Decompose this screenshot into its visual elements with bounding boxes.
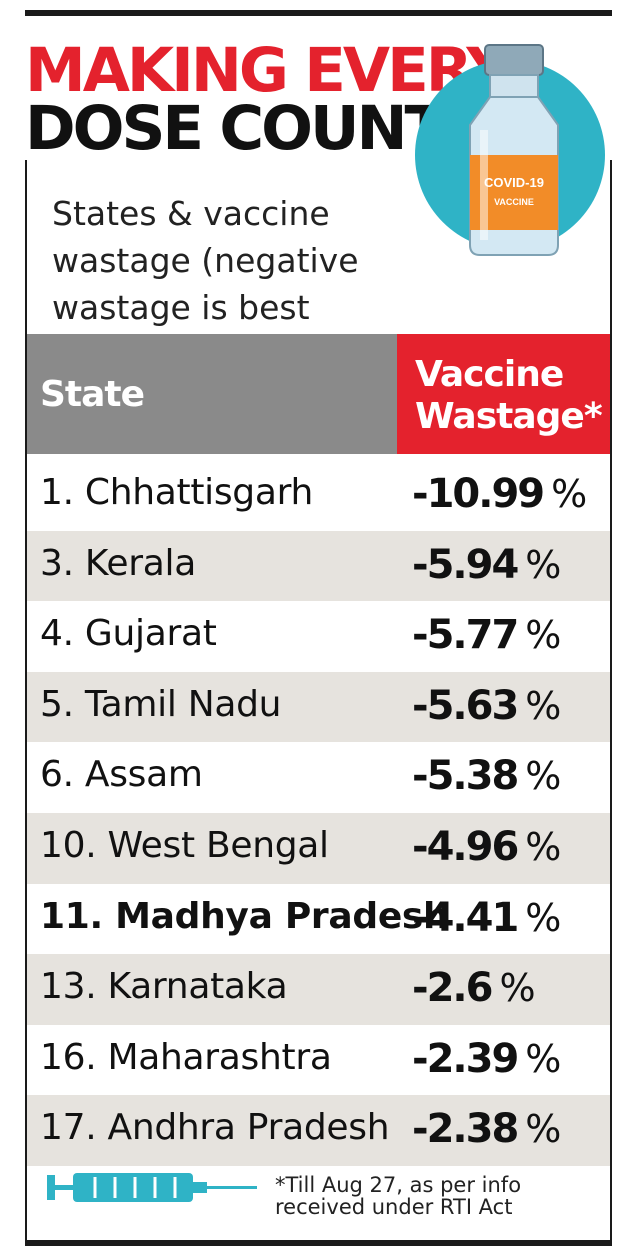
subtitle-line-2: wastage (negative xyxy=(52,241,359,280)
wastage-number: -5.63 xyxy=(412,682,519,729)
wastage-number: -2.39 xyxy=(412,1035,519,1082)
wastage-value: -10.99% xyxy=(412,471,587,517)
right-border xyxy=(610,160,612,1240)
top-rule xyxy=(25,10,612,16)
table-row: 10. West Bengal -4.96% xyxy=(27,812,610,884)
wastage-number: -2.6 xyxy=(412,965,493,1012)
wastage-value: -5.94% xyxy=(412,542,561,588)
state-name: 13. Karnataka xyxy=(40,966,288,1008)
title-line-2: DOSE COUNT xyxy=(25,93,446,164)
left-border xyxy=(25,160,27,1240)
state-name: 1. Chhattisgarh xyxy=(40,472,314,513)
wastage-value: -4.41% xyxy=(412,895,561,941)
state-name: 10. West Bengal xyxy=(40,824,329,866)
state-name: 3. Kerala xyxy=(40,542,196,584)
header-wastage-cell: Vaccine Wastage* xyxy=(397,334,610,454)
vial-label-text-1: COVID-19 xyxy=(484,175,544,190)
table-row: 6. Assam -5.38% xyxy=(27,742,610,813)
wastage-value: -5.77% xyxy=(412,612,561,658)
table-row: 3. Kerala -5.94% xyxy=(27,530,610,602)
wastage-number: -4.96 xyxy=(412,823,519,870)
wastage-number: -5.38 xyxy=(412,753,519,800)
wastage-value: -2.39% xyxy=(412,1036,561,1082)
title-line-1: MAKING EVERY xyxy=(25,35,511,106)
table-header: State Vaccine Wastage* xyxy=(27,334,610,454)
percent-sign: % xyxy=(525,1107,562,1152)
syringe-icon xyxy=(47,1173,257,1202)
wastage-number: -4.41 xyxy=(412,894,519,941)
vial-label-text-2: VACCINE xyxy=(494,197,534,207)
wastage-value: -5.63% xyxy=(412,683,561,729)
table-row: 16. Maharashtra -2.39% xyxy=(27,1025,610,1096)
header-state-cell: State xyxy=(27,334,397,454)
percent-sign: % xyxy=(551,472,588,516)
infographic: MAKING EVERY DOSE COUNT States & vaccine… xyxy=(25,10,612,1246)
percent-sign: % xyxy=(525,895,562,940)
wastage-number: -5.77 xyxy=(412,612,519,659)
table-row: 11. Madhya Pradesh -4.41% xyxy=(27,884,610,955)
percent-sign: % xyxy=(525,754,562,799)
bottom-rule xyxy=(25,1240,612,1246)
syringe-tip xyxy=(193,1182,207,1193)
percent-sign: % xyxy=(525,683,562,728)
state-name: 11. Madhya Pradesh xyxy=(40,895,449,937)
wastage-value: -4.96% xyxy=(412,824,561,870)
table-row: 5. Tamil Nadu -5.63% xyxy=(27,671,610,743)
state-name: 16. Maharashtra xyxy=(40,1036,332,1078)
vaccine-vial-icon: COVID-19 VACCINE xyxy=(415,44,605,256)
footnote-line-1: *Till Aug 27, as per info xyxy=(275,1173,522,1197)
wastage-number: -10.99 xyxy=(412,471,545,517)
percent-sign: % xyxy=(499,966,536,1011)
table-row: 1. Chhattisgarh -10.99% xyxy=(27,460,610,531)
subtitle-line-1: States & vaccine xyxy=(52,194,330,233)
percent-sign: % xyxy=(525,613,562,658)
state-name: 4. Gujarat xyxy=(40,613,217,655)
table-body: 1. Chhattisgarh -10.99% 3. Kerala -5.94% 4. … xyxy=(27,460,610,1166)
percent-sign: % xyxy=(525,542,562,587)
header-wastage-label-line-1: Vaccine xyxy=(415,354,564,395)
wastage-number: -5.94 xyxy=(412,541,519,588)
percent-sign: % xyxy=(525,824,562,869)
wastage-value: -2.38% xyxy=(412,1106,561,1152)
state-name: 17. Andhra Pradesh xyxy=(40,1107,390,1149)
footnote-line-2: received under RTI Act xyxy=(275,1195,513,1219)
header-state-label: State xyxy=(40,374,145,415)
header-wastage-label-line-2: Wastage* xyxy=(415,396,603,437)
state-name: 6. Assam xyxy=(40,754,203,796)
wastage-value: -5.38% xyxy=(412,753,561,799)
percent-sign: % xyxy=(525,1036,562,1081)
table-row: 13. Karnataka -2.6% xyxy=(27,954,610,1025)
syringe-barrel xyxy=(73,1173,193,1202)
syringe-plunger xyxy=(47,1175,55,1200)
wastage-value: -2.6% xyxy=(412,965,536,1011)
wastage-number: -2.38 xyxy=(412,1106,519,1153)
table-row: 17. Andhra Pradesh -2.38% xyxy=(27,1095,610,1166)
vial-cap xyxy=(484,44,544,76)
syringe-rod xyxy=(55,1185,73,1190)
footnote: *Till Aug 27, as per info received under… xyxy=(275,1174,521,1218)
table-row: 4. Gujarat -5.77% xyxy=(27,601,610,672)
vial-highlight xyxy=(480,130,488,240)
vial-neck xyxy=(489,74,539,98)
state-name: 5. Tamil Nadu xyxy=(40,683,282,725)
